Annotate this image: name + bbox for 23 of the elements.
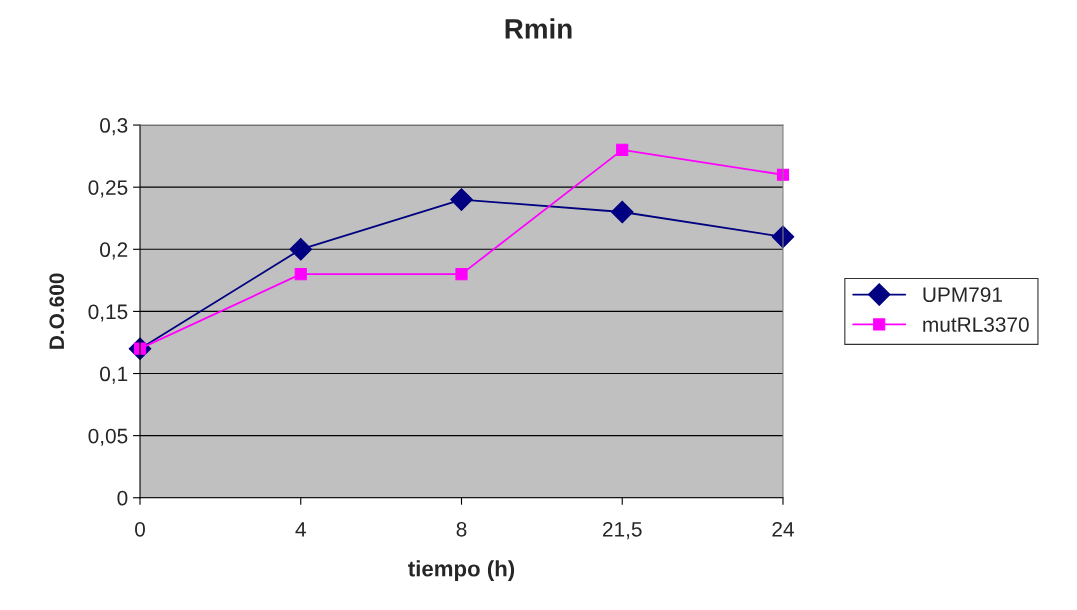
legend-label: UPM791 [923, 287, 1002, 303]
chart-title: Rmin [505, 18, 572, 39]
point [294, 268, 307, 281]
y-tick-label: 0,25 [88, 180, 128, 198]
point [616, 143, 629, 156]
y-tick-label: 0,3 [100, 118, 128, 136]
point [450, 188, 473, 211]
point [455, 268, 468, 281]
y-tick-label: 0,05 [88, 428, 128, 446]
y-tick-label: 0,1 [100, 366, 128, 384]
x-tick-label: 4 [295, 522, 306, 537]
y-axis-title: D.O.600 [49, 273, 65, 349]
point [610, 200, 634, 224]
y-tick-label: 0,2 [100, 242, 128, 260]
x-tick-label: 8 [456, 521, 467, 537]
legend-label: mutRL3370 [923, 317, 1029, 332]
y-tick-label: 0 [117, 490, 128, 506]
x-axis-title: tiempo (h) [408, 560, 515, 581]
x-tick-label: 24 [772, 521, 794, 537]
point [289, 237, 313, 261]
x-tick-label: 0 [135, 521, 145, 537]
y-tick-label: 0,15 [88, 304, 128, 322]
x-tick-label: 21,5 [603, 521, 642, 540]
